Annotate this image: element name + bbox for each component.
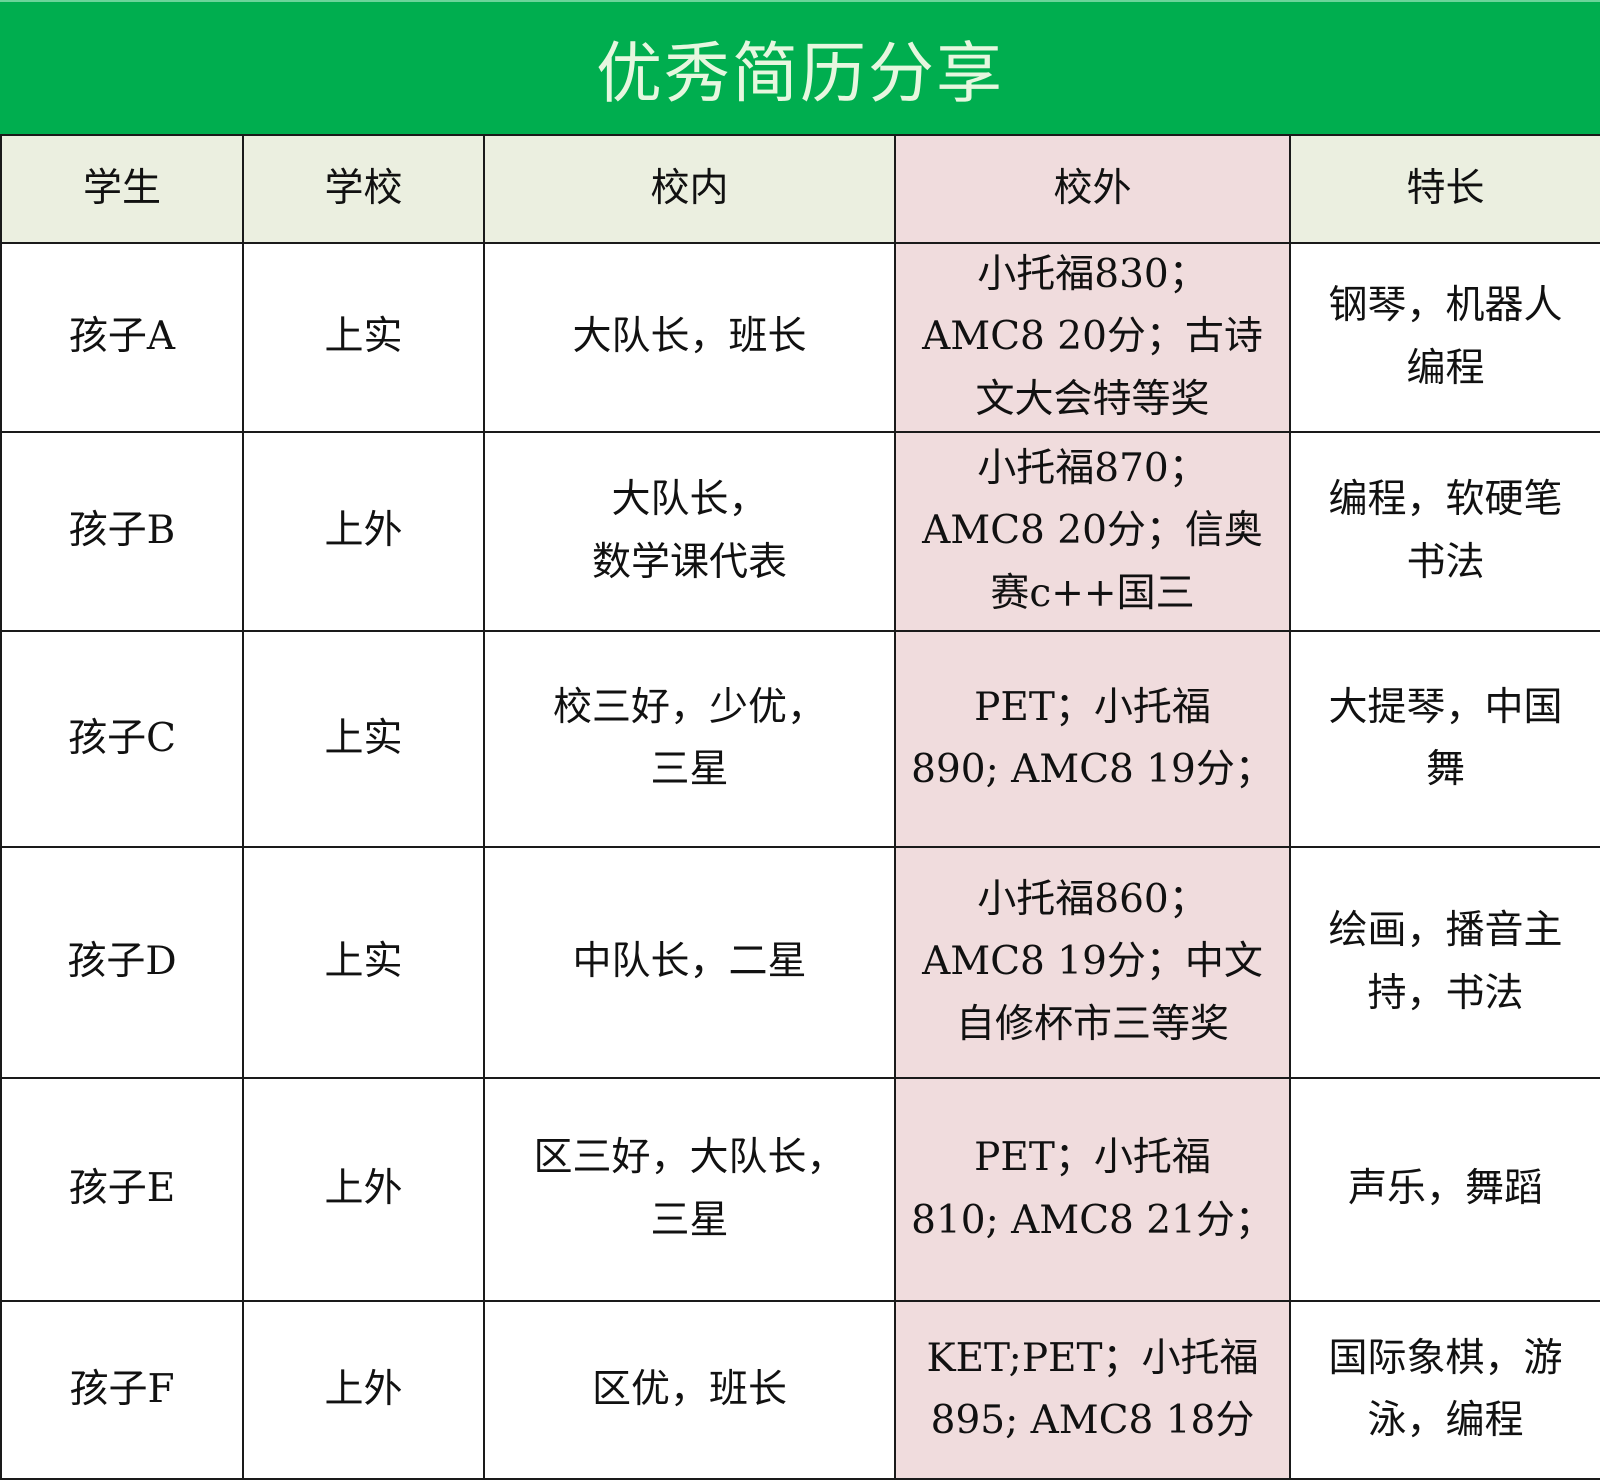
header-in-school: 校内 (483, 134, 896, 244)
in-school-cell: 区三好，大队长， 三星 (483, 1077, 896, 1303)
out-school-cell: PET；小托福 890; AMC8 19分； (894, 630, 1291, 849)
table-row: 孩子F 上外 区优，班长 KET;PET；小托福 895; AMC8 18分 国际象棋，… (0, 1300, 1600, 1480)
page-title: 优秀简历分享 (0, 0, 1600, 134)
table-row: 孩子C 上实 校三好，少优， 三星 PET；小托福 890; AMC8 19分； 大提琴… (0, 630, 1600, 849)
out-school-cell: 小托福860； AMC8 19分；中文 自修杯市三等奖 (894, 846, 1291, 1080)
student-cell: 孩子B (0, 431, 244, 633)
table-row: 孩子B 上外 大队长， 数学课代表 小托福870； AMC8 20分；信奥 赛c++国… (0, 431, 1600, 633)
student-cell: 孩子F (0, 1300, 244, 1480)
out-school-cell: PET；小托福 810; AMC8 21分； (894, 1077, 1291, 1303)
header-out-school: 校外 (894, 134, 1291, 244)
in-school-cell: 区优，班长 (483, 1300, 896, 1480)
student-cell: 孩子C (0, 630, 244, 849)
resume-table: 学生 学校 校内 校外 特长 孩子A 上实 大队长，班长 小托福830； AMC8 2… (0, 134, 1600, 1480)
in-school-cell: 校三好，少优， 三星 (483, 630, 896, 849)
talent-cell: 钢琴，机器人 编程 (1289, 241, 1600, 434)
header-row: 学生 学校 校内 校外 特长 (0, 134, 1600, 244)
out-school-cell: 小托福830； AMC8 20分；古诗 文大会特等奖 (894, 241, 1291, 434)
talent-cell: 声乐，舞蹈 (1289, 1077, 1600, 1303)
table-row: 孩子E 上外 区三好，大队长， 三星 PET；小托福 810; AMC8 21分； 声乐… (0, 1077, 1600, 1303)
in-school-cell: 中队长，二星 (483, 846, 896, 1080)
student-cell: 孩子A (0, 241, 244, 434)
header-school: 学校 (242, 134, 485, 244)
talent-cell: 大提琴，中国 舞 (1289, 630, 1600, 849)
talent-cell: 编程，软硬笔 书法 (1289, 431, 1600, 633)
student-cell: 孩子D (0, 846, 244, 1080)
school-cell: 上实 (242, 846, 485, 1080)
school-cell: 上外 (242, 1077, 485, 1303)
school-cell: 上实 (242, 241, 485, 434)
student-cell: 孩子E (0, 1077, 244, 1303)
out-school-cell: KET;PET；小托福 895; AMC8 18分 (894, 1300, 1291, 1480)
header-student: 学生 (0, 134, 244, 244)
table-row: 孩子A 上实 大队长，班长 小托福830； AMC8 20分；古诗 文大会特等奖 钢琴，… (0, 241, 1600, 434)
out-school-cell: 小托福870； AMC8 20分；信奥 赛c++国三 (894, 431, 1291, 633)
header-talent: 特长 (1289, 134, 1600, 244)
in-school-cell: 大队长， 数学课代表 (483, 431, 896, 633)
school-cell: 上外 (242, 1300, 485, 1480)
talent-cell: 绘画，播音主 持，书法 (1289, 846, 1600, 1080)
talent-cell: 国际象棋，游 泳，编程 (1289, 1300, 1600, 1480)
school-cell: 上实 (242, 630, 485, 849)
table-row: 孩子D 上实 中队长，二星 小托福860； AMC8 19分；中文 自修杯市三等奖 绘画… (0, 846, 1600, 1080)
in-school-cell: 大队长，班长 (483, 241, 896, 434)
school-cell: 上外 (242, 431, 485, 633)
